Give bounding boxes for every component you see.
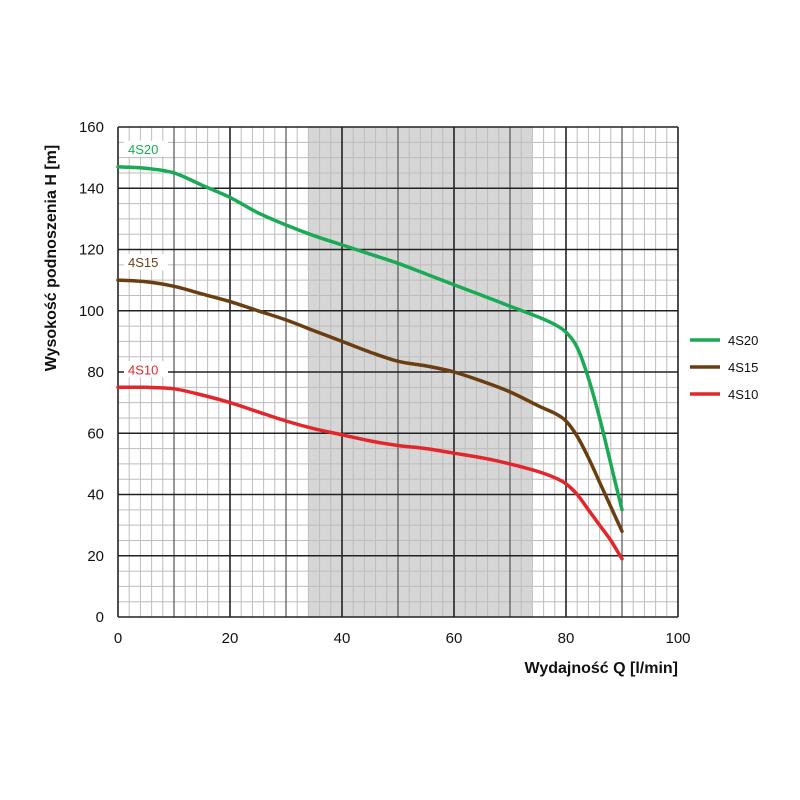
legend-label-4s20: 4S20 [728, 333, 758, 348]
x-tick-label: 100 [665, 630, 690, 647]
x-tick-label: 40 [334, 630, 351, 647]
curve-label-4s10: 4S10 [128, 362, 158, 377]
x-tick-label: 0 [114, 630, 122, 647]
y-tick-label: 60 [87, 425, 104, 442]
y-tick-label: 0 [96, 609, 104, 626]
y-tick-labels: 0 20 40 60 80 100 120 140 160 [79, 119, 104, 626]
curve-label-4s20: 4S20 [128, 142, 158, 157]
x-tick-label: 60 [446, 630, 463, 647]
series-line-4s20 [116, 165, 624, 512]
y-axis-title: Wysokość podnoszenia H [m] [43, 145, 60, 371]
curve-label-4s15: 4S15 [128, 255, 158, 270]
y-tick-label: 20 [87, 548, 104, 565]
curve-label-background [124, 361, 168, 378]
y-tick-label: 40 [87, 487, 104, 504]
x-axis-title: Wydajność Q [l/min] [525, 660, 679, 677]
x-tick-label: 20 [222, 630, 239, 647]
curve-label-background [124, 254, 168, 271]
legend: 4S20 4S15 4S10 [690, 333, 758, 402]
curve-labels: 4S20 4S15 4S10 [124, 140, 168, 378]
curve-label-background [124, 140, 168, 157]
y-tick-label: 80 [87, 364, 104, 381]
y-tick-label: 100 [79, 303, 104, 320]
x-tick-label: 80 [558, 630, 575, 647]
y-tick-label: 140 [79, 180, 104, 197]
legend-label-4s10: 4S10 [728, 387, 758, 402]
legend-label-4s15: 4S15 [728, 360, 758, 375]
y-tick-label: 160 [79, 119, 104, 136]
grid [117, 126, 679, 618]
x-tick-labels: 0 20 40 60 80 100 [114, 630, 691, 647]
series-line-4s15 [116, 278, 624, 534]
y-tick-label: 120 [79, 242, 104, 259]
series-line-4s10 [116, 385, 624, 561]
curves [116, 165, 624, 561]
